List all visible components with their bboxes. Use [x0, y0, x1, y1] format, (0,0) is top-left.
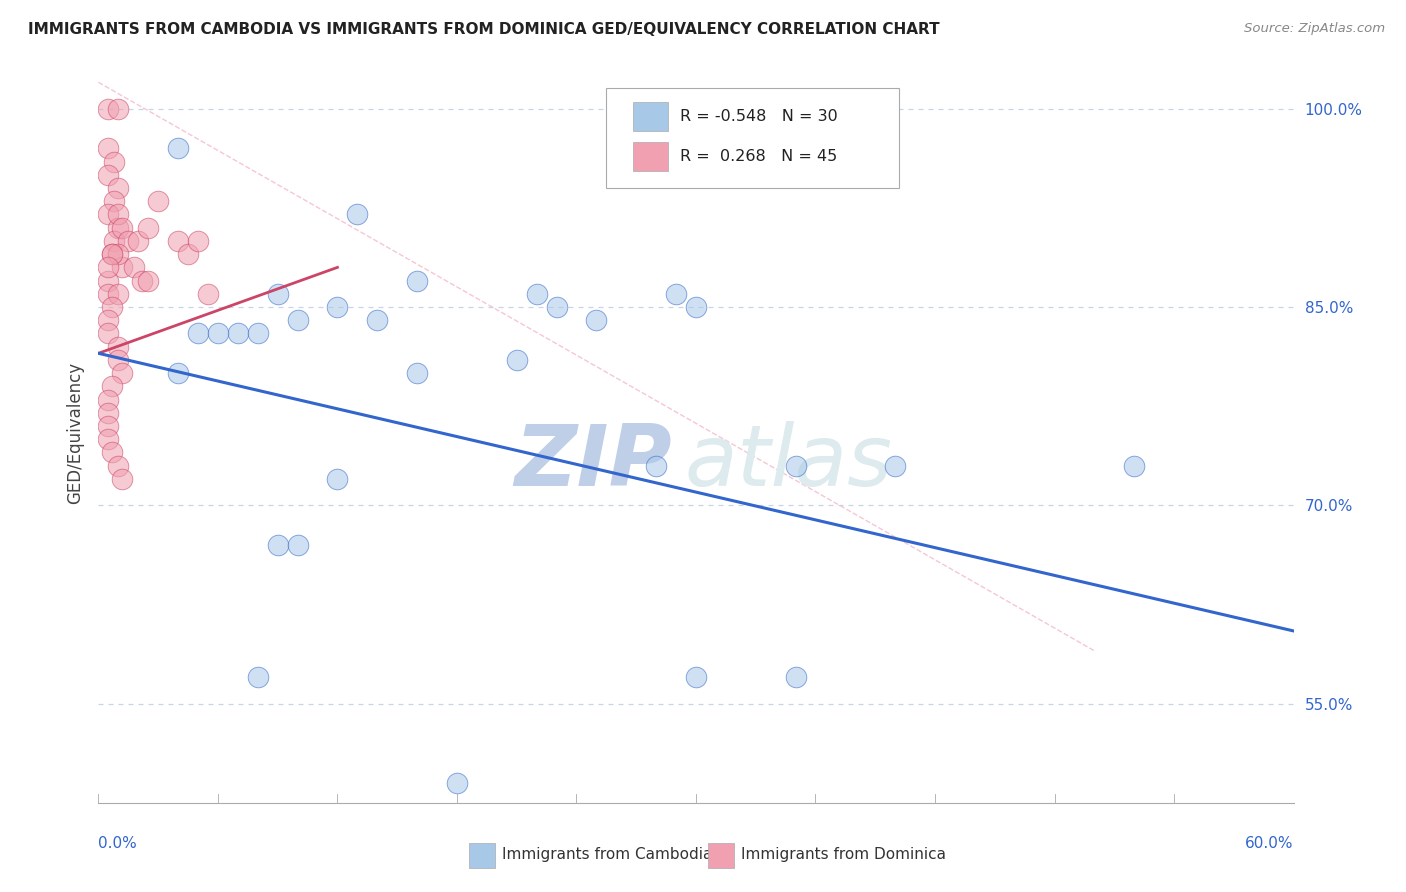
Point	[187, 234, 209, 248]
Point	[97, 432, 120, 446]
Point	[506, 352, 529, 367]
Point	[97, 168, 120, 182]
FancyBboxPatch shape	[470, 843, 495, 868]
Text: IMMIGRANTS FROM CAMBODIA VS IMMIGRANTS FROM DOMINICA GED/EQUIVALENCY CORRELATION: IMMIGRANTS FROM CAMBODIA VS IMMIGRANTS F…	[28, 22, 939, 37]
Point	[97, 286, 120, 301]
Point	[167, 141, 190, 155]
Point	[197, 286, 219, 301]
Point	[246, 670, 269, 684]
Point	[585, 313, 607, 327]
Point	[97, 141, 120, 155]
Text: 60.0%: 60.0%	[1246, 836, 1294, 851]
Text: R = -0.548   N = 30: R = -0.548 N = 30	[681, 109, 838, 124]
Point	[177, 247, 200, 261]
Point	[136, 220, 159, 235]
Point	[246, 326, 269, 341]
Point	[148, 194, 170, 209]
Y-axis label: GED/Equivalency: GED/Equivalency	[66, 361, 84, 504]
Point	[107, 352, 129, 367]
Point	[346, 207, 368, 221]
Point	[97, 419, 120, 434]
Point	[287, 538, 309, 552]
Point	[167, 234, 190, 248]
Point	[685, 670, 707, 684]
Point	[884, 458, 907, 473]
FancyBboxPatch shape	[709, 843, 734, 868]
Point	[685, 300, 707, 314]
Point	[107, 458, 129, 473]
Point	[111, 366, 134, 380]
Point	[546, 300, 568, 314]
FancyBboxPatch shape	[633, 143, 668, 170]
Point	[111, 260, 134, 275]
Point	[103, 154, 125, 169]
Point	[107, 207, 129, 221]
Point	[446, 776, 468, 790]
Point	[107, 220, 129, 235]
Point	[187, 326, 209, 341]
Point	[226, 326, 249, 341]
Text: Immigrants from Cambodia: Immigrants from Cambodia	[502, 847, 713, 863]
Point	[117, 234, 139, 248]
Point	[1123, 458, 1146, 473]
Point	[107, 181, 129, 195]
Text: 0.0%: 0.0%	[98, 836, 138, 851]
Point	[665, 286, 688, 301]
Point	[101, 300, 124, 314]
Point	[127, 234, 149, 248]
Point	[101, 379, 124, 393]
Point	[97, 260, 120, 275]
Point	[167, 366, 190, 380]
Point	[207, 326, 229, 341]
Text: Immigrants from Dominica: Immigrants from Dominica	[741, 847, 946, 863]
Point	[267, 538, 290, 552]
Point	[785, 670, 807, 684]
Text: Source: ZipAtlas.com: Source: ZipAtlas.com	[1244, 22, 1385, 36]
Text: atlas: atlas	[685, 421, 891, 504]
Point	[107, 286, 129, 301]
Point	[785, 458, 807, 473]
Point	[124, 260, 146, 275]
FancyBboxPatch shape	[633, 103, 668, 130]
Point	[526, 286, 548, 301]
Point	[107, 102, 129, 116]
Point	[267, 286, 290, 301]
Point	[107, 247, 129, 261]
Point	[97, 102, 120, 116]
Point	[101, 445, 124, 459]
Point	[645, 458, 668, 473]
Point	[406, 366, 429, 380]
Point	[97, 207, 120, 221]
Point	[97, 313, 120, 327]
FancyBboxPatch shape	[606, 88, 900, 188]
Point	[326, 472, 349, 486]
Point	[131, 274, 153, 288]
Point	[101, 247, 124, 261]
Point	[97, 326, 120, 341]
Point	[97, 406, 120, 420]
Point	[366, 313, 388, 327]
Point	[103, 234, 125, 248]
Point	[101, 247, 124, 261]
Text: R =  0.268   N = 45: R = 0.268 N = 45	[681, 149, 838, 164]
Point	[326, 300, 349, 314]
Point	[107, 340, 129, 354]
Point	[97, 274, 120, 288]
Point	[97, 392, 120, 407]
Point	[103, 194, 125, 209]
Point	[136, 274, 159, 288]
Point	[111, 220, 134, 235]
Text: ZIP: ZIP	[515, 421, 672, 504]
Point	[406, 274, 429, 288]
Point	[287, 313, 309, 327]
Point	[111, 472, 134, 486]
